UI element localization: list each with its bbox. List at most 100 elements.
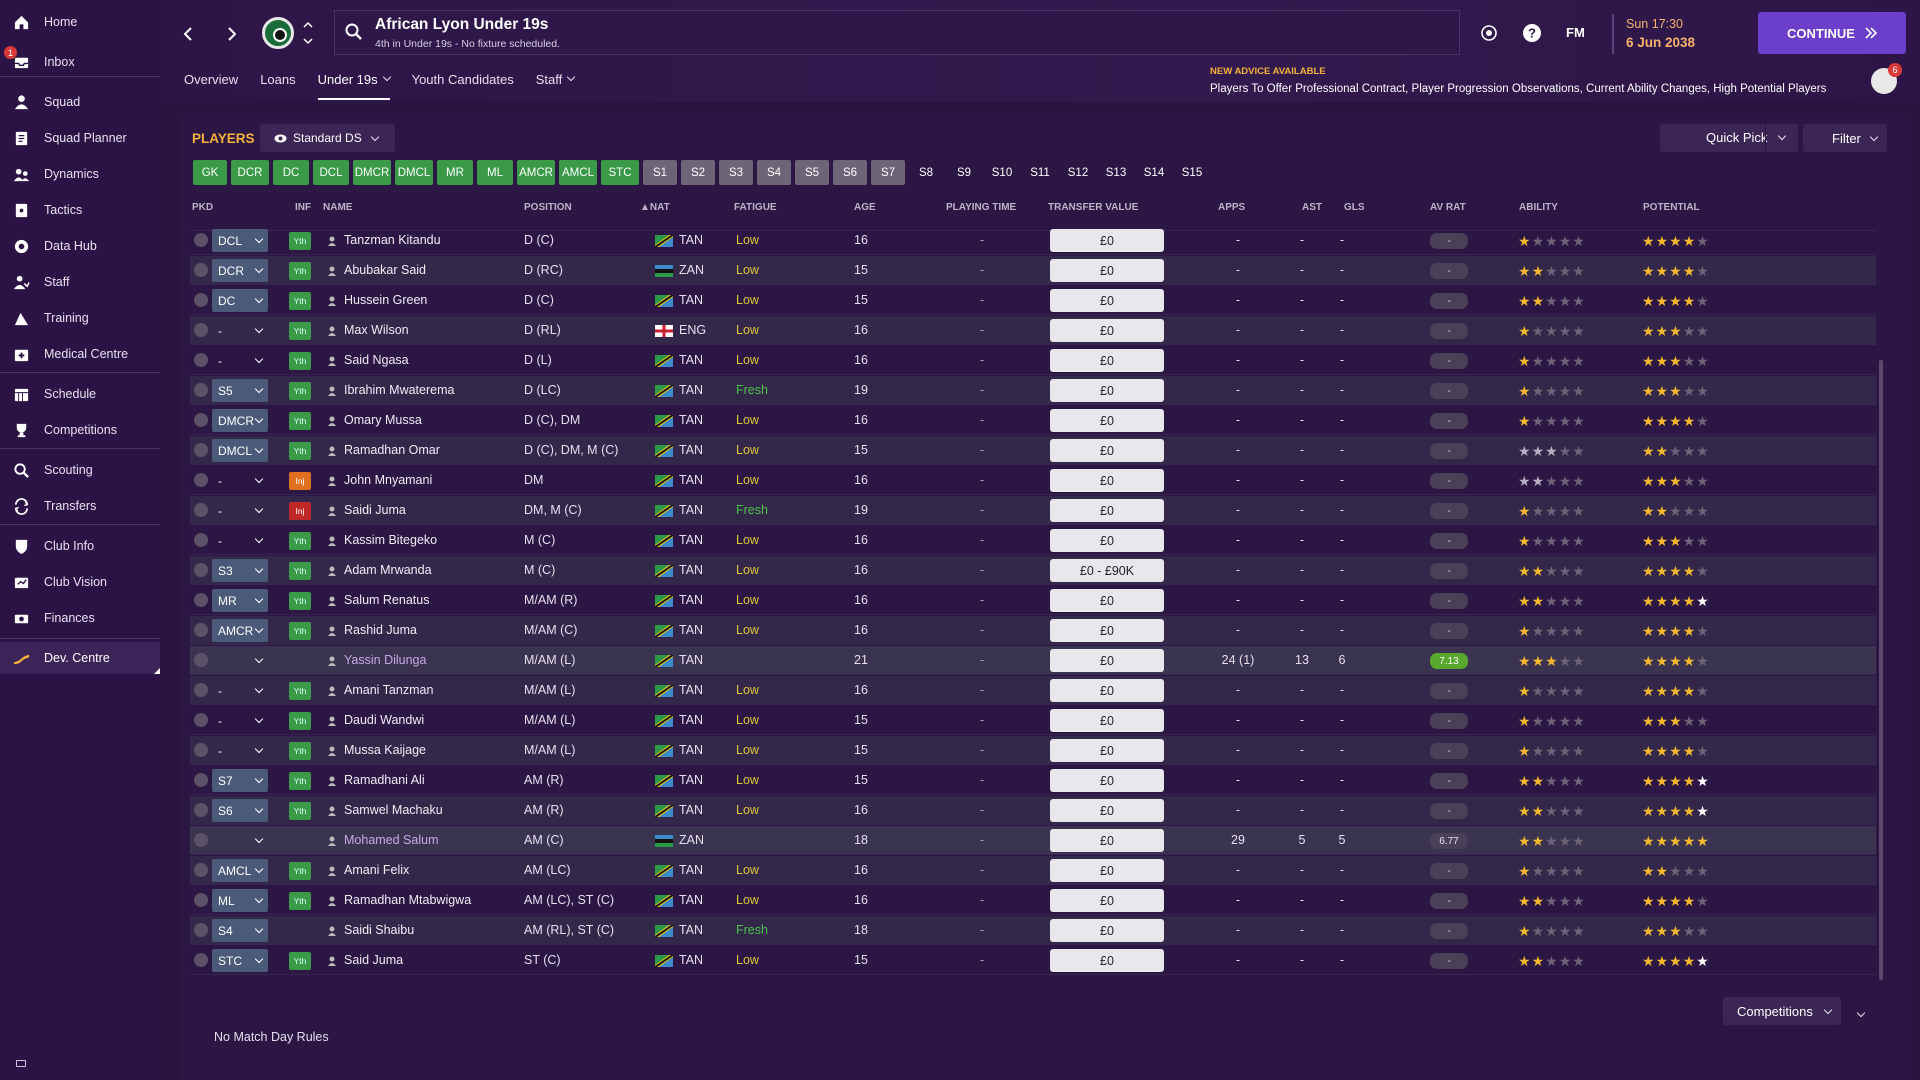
tab-loans[interactable]: Loans — [260, 70, 295, 100]
table-row[interactable]: S7 Yth Ramadhani Ali AM (R) TAN Low 15 - £0 - - - - ★… — [190, 766, 1876, 795]
transfer-value-box[interactable]: £0 — [1050, 259, 1164, 282]
back-arrow-icon[interactable] — [178, 22, 198, 46]
table-row[interactable]: - Yth Said Ngasa D (L) TAN Low 16- £0- - - - ★★★★★ ★… — [190, 346, 1876, 375]
sidebar-item-dev-centre[interactable]: Dev. Centre — [0, 642, 160, 674]
picked-position-select[interactable]: MR — [212, 589, 268, 612]
player-name[interactable]: Salum Renatus — [344, 593, 430, 607]
transfer-value-box[interactable]: £0 — [1050, 709, 1164, 732]
sidebar-item-schedule[interactable]: Schedule — [0, 378, 160, 410]
position-button-s9[interactable]: S9 — [956, 166, 972, 179]
sidebar-item-inbox[interactable]: Inbox — [0, 46, 160, 78]
picked-position-select[interactable]: S5 — [212, 379, 268, 402]
transfer-value-box[interactable]: £0 — [1050, 949, 1164, 972]
transfer-value-box[interactable]: £0 — [1050, 229, 1164, 252]
sidebar-item-training[interactable]: Training — [0, 302, 160, 334]
team-search-box[interactable]: African Lyon Under 19s 4th in Under 19s … — [334, 10, 1460, 55]
table-row[interactable]: DCR Yth Abubakar Said D (RC) ZAN Low 15 - £0 - - - -… — [190, 256, 1876, 285]
transfer-value-box[interactable]: £0 - £90K — [1050, 559, 1164, 582]
select-checkbox[interactable] — [194, 803, 208, 817]
player-name[interactable]: Abubakar Said — [344, 263, 427, 277]
table-row[interactable]: DCL Yth Tanzman Kitandu D (C) TAN Low 16 - £0 - - -… — [190, 226, 1876, 255]
position-button-dcr[interactable]: DCR — [231, 160, 269, 185]
player-name[interactable]: Ibrahim Mwaterema — [344, 383, 455, 397]
position-button-dmcl[interactable]: DMCL — [395, 160, 433, 185]
player-name[interactable]: Said Juma — [344, 953, 404, 967]
picked-position-select[interactable]: - — [212, 739, 268, 762]
sidebar-item-squad[interactable]: Squad — [0, 86, 160, 118]
col-transfer-value[interactable]: TRANSFER VALUE — [1048, 202, 1139, 213]
sidebar-item-scouting[interactable]: Scouting — [0, 454, 160, 486]
sidebar-item-competitions[interactable]: Competitions — [0, 414, 160, 446]
col-ast[interactable]: AST — [1302, 202, 1322, 213]
player-name[interactable]: John Mnyamani — [344, 473, 433, 487]
search-icon[interactable] — [345, 23, 363, 44]
tab-youth-candidates[interactable]: Youth Candidates — [412, 70, 514, 100]
position-button-stc[interactable]: STC — [601, 160, 639, 185]
position-button-s2[interactable]: S2 — [681, 160, 715, 185]
picked-position-select[interactable]: - — [212, 499, 268, 522]
picked-position-select[interactable]: - — [212, 679, 268, 702]
select-checkbox[interactable] — [194, 833, 208, 847]
table-row[interactable]: DMCR Yth Omary Mussa D (C), DM TAN Low 16 - £0 - -… — [190, 406, 1876, 435]
player-name[interactable]: Samwel Machaku — [344, 803, 443, 817]
sidebar-item-data-hub[interactable]: Data Hub — [0, 230, 160, 262]
player-name[interactable]: Kassim Bitegeko — [344, 533, 438, 547]
player-name[interactable]: Saidi Shaibu — [344, 923, 415, 937]
advice-panel[interactable]: NEW ADVICE AVAILABLE Players To Offer Pr… — [1208, 62, 1890, 102]
table-row[interactable]: AMCL Yth Amani Felix AM (LC) TAN Low 16 - £0 - - - -… — [190, 856, 1876, 885]
picked-position-select[interactable]: ML — [212, 889, 268, 912]
transfer-value-box[interactable]: £0 — [1050, 739, 1164, 762]
picked-position-select[interactable]: S4 — [212, 919, 268, 942]
col-potential[interactable]: POTENTIAL — [1643, 202, 1700, 213]
position-button-s11[interactable]: S11 — [1030, 166, 1050, 179]
picked-position-select[interactable] — [212, 829, 268, 852]
position-button-mr[interactable]: MR — [437, 160, 473, 185]
position-button-s8[interactable]: S8 — [918, 166, 934, 179]
transfer-value-box[interactable]: £0 — [1050, 499, 1164, 522]
picked-position-select[interactable]: - — [212, 349, 268, 372]
sidebar-item-squad-planner[interactable]: Squad Planner — [0, 122, 160, 154]
sidebar-item-staff[interactable]: Staff — [0, 266, 160, 298]
player-name[interactable]: Daudi Wandwi — [344, 713, 425, 727]
help-icon[interactable]: ? — [1521, 22, 1543, 44]
table-row[interactable]: - Yth Kassim Bitegeko M (C) TAN Low 16 - £0 - - - - ★… — [190, 526, 1876, 555]
select-checkbox[interactable] — [194, 353, 208, 367]
transfer-value-box[interactable]: £0 — [1050, 589, 1164, 612]
sidebar-item-tactics[interactable]: Tactics — [0, 194, 160, 226]
table-row[interactable]: S3 Yth Adam Mrwanda M (C) TAN Low 16 - £0 - £90K… — [190, 556, 1876, 585]
table-row[interactable]: Mohamed Salum AM (C) ZAN 18- £0 29 5 5 6.77 ★★★★★… — [190, 826, 1876, 855]
table-row-partial[interactable] — [190, 218, 1876, 231]
select-checkbox[interactable] — [194, 323, 208, 337]
select-checkbox[interactable] — [194, 773, 208, 787]
position-button-s13[interactable]: S13 — [1105, 166, 1127, 179]
transfer-value-box[interactable]: £0 — [1050, 769, 1164, 792]
position-button-s7[interactable]: S7 — [871, 160, 905, 185]
position-button-ml[interactable]: ML — [477, 160, 513, 185]
player-name[interactable]: Tanzman Kitandu — [344, 233, 441, 247]
select-checkbox[interactable] — [194, 593, 208, 607]
select-checkbox[interactable] — [194, 383, 208, 397]
select-checkbox[interactable] — [194, 893, 208, 907]
table-row[interactable]: S5 Yth Ibrahim Mwaterema D (LC) TAN Fresh 19 - £… — [190, 376, 1876, 405]
select-checkbox[interactable] — [194, 413, 208, 427]
position-button-s4[interactable]: S4 — [757, 160, 791, 185]
player-name[interactable]: Mohamed Salum — [344, 833, 439, 847]
forward-arrow-icon[interactable] — [222, 22, 242, 46]
position-button-s3[interactable]: S3 — [719, 160, 753, 185]
picked-position-select[interactable]: - — [212, 709, 268, 732]
select-checkbox[interactable] — [194, 533, 208, 547]
sidebar-item-club-vision[interactable]: Club Vision — [0, 566, 160, 598]
col-inf[interactable]: INF — [295, 202, 312, 213]
player-name[interactable]: Hussein Green — [344, 293, 428, 307]
col-gls[interactable]: GLS — [1344, 202, 1365, 213]
sidebar-item-dynamics[interactable]: Dynamics — [0, 158, 160, 190]
picked-position-select[interactable]: DCR — [212, 259, 268, 282]
position-button-s12[interactable]: S12 — [1067, 166, 1089, 179]
transfer-value-box[interactable]: £0 — [1050, 439, 1164, 462]
select-checkbox[interactable] — [194, 233, 208, 247]
position-button-dc[interactable]: DC — [273, 160, 309, 185]
select-checkbox[interactable] — [194, 623, 208, 637]
picked-position-select[interactable]: DMCR — [212, 409, 268, 432]
position-button-s1[interactable]: S1 — [643, 160, 677, 185]
transfer-value-box[interactable]: £0 — [1050, 619, 1164, 642]
